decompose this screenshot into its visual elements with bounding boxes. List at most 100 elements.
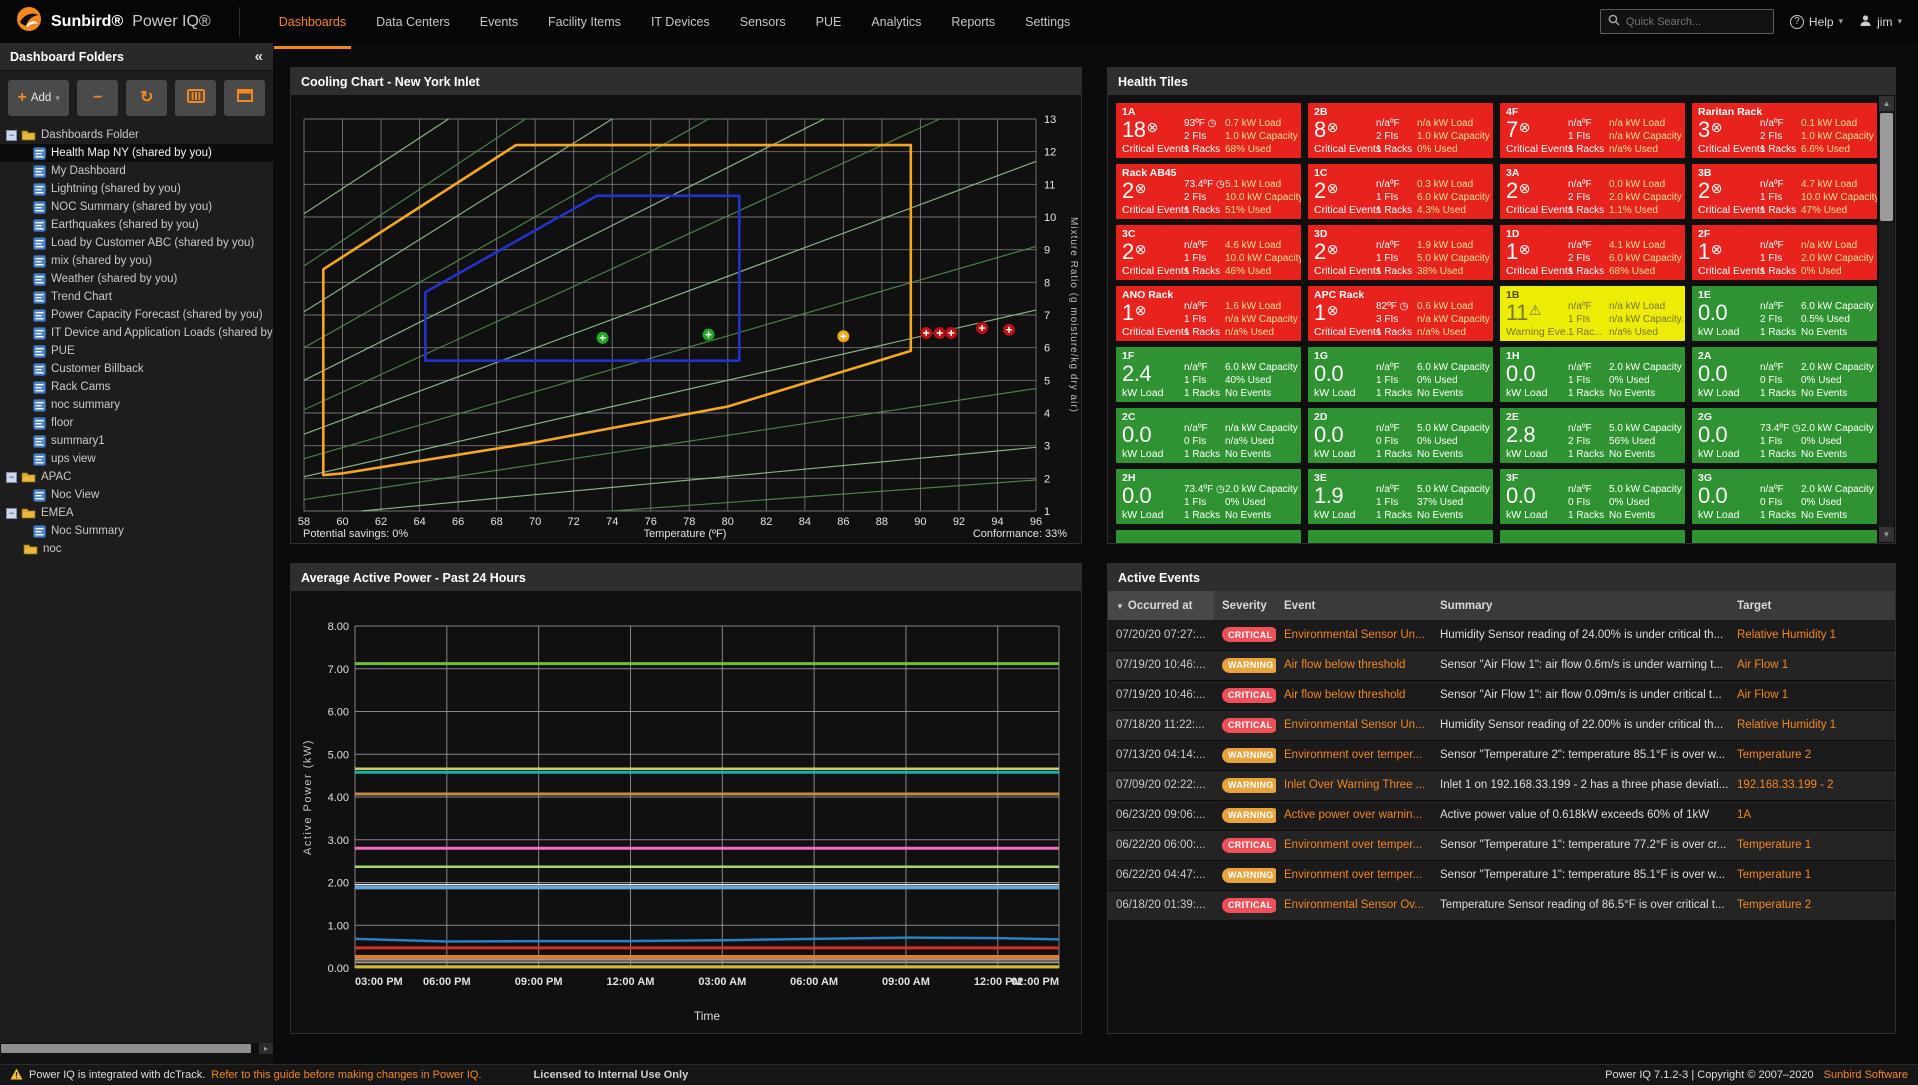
event-target-link[interactable]: 192.168.33.199 - 2 (1729, 770, 1895, 801)
power-series-line[interactable] (354, 936, 1060, 943)
events-column-severity[interactable]: Severity (1214, 591, 1276, 620)
health-tile-2h[interactable]: 2H 0.0 kW Load 73.4ºF ◷ 1 FIs 1 Racks 2.0 kW C… (1116, 469, 1301, 524)
health-tile-1c[interactable]: 1C 2⊗ Critical Events n/aºF 1 FIs 1 Racks 0.3 … (1308, 164, 1493, 219)
event-row[interactable]: 06/18/20 01:39:... CRITICAL Environmental … (1108, 890, 1895, 921)
health-tile[interactable] (1692, 530, 1877, 543)
event-name-link[interactable]: Air flow below threshold (1276, 680, 1432, 711)
tree-item-summary1[interactable]: summary1 (0, 432, 273, 450)
health-tile-3f[interactable]: 3F 0.0 kW Load n/aºF 0 FIs 1 Racks 5.0 kW Capa… (1500, 469, 1685, 524)
event-row[interactable]: 07/19/20 10:46:... WARNING Air flow below … (1108, 650, 1895, 681)
nav-item-sensors[interactable]: Sensors (739, 14, 786, 29)
health-tile-3b[interactable]: 3B 2⊗ Critical Events n/aºF 1 FIs 1 Racks 4.7 … (1692, 164, 1877, 219)
health-tile-1h[interactable]: 1H 0.0 kW Load n/aºF 1 FIs 1 Racks 2.0 kW Capa… (1500, 347, 1685, 402)
help-menu[interactable]: ? Help ▾ (1789, 14, 1843, 29)
sidebar-horizontal-scrollbar[interactable]: ▸ (0, 1043, 273, 1054)
tree-item-noc-view[interactable]: Noc View (0, 486, 273, 504)
footer-brand-link[interactable]: Sunbird Software (1823, 1069, 1908, 1081)
search-input[interactable] (1625, 15, 1766, 28)
tree-item-my-dashboard[interactable]: My Dashboard (0, 162, 273, 180)
nav-item-data-centers[interactable]: Data Centers (376, 14, 450, 29)
footer-guide-link[interactable]: Refer to this guide before making change… (211, 1069, 482, 1081)
event-target-link[interactable]: Temperature 2 (1729, 890, 1895, 921)
slideshow-button[interactable] (175, 80, 217, 116)
sensor-point-critical[interactable] (919, 326, 933, 340)
health-tile-1e[interactable]: 1E 0.0 kW Load n/aºF 2 FIs 1 Racks 6.0 kW Capa… (1692, 286, 1877, 341)
health-tile-ano-rack[interactable]: ANO Rack 1⊗ Critical Events n/aºF 1 FIs 1 Rac… (1116, 286, 1301, 341)
nav-item-it-devices[interactable]: IT Devices (650, 14, 710, 29)
remove-button[interactable]: − (77, 80, 119, 116)
sensor-point-critical[interactable] (932, 326, 947, 340)
nav-item-facility-items[interactable]: Facility Items (548, 14, 621, 29)
event-name-link[interactable]: Air flow below threshold (1276, 650, 1432, 681)
health-tile-3c[interactable]: 3C 2⊗ Critical Events n/aºF 1 FIs 1 Racks 4.6 … (1116, 225, 1301, 280)
tree-item-weather-shared-by-you-[interactable]: Weather (shared by you) (0, 270, 273, 288)
tiles-vertical-scrollbar[interactable]: ▲ ▼ (1879, 96, 1894, 542)
tree-item-earthquakes-shared-by-you-[interactable]: Earthquakes (shared by you) (0, 216, 273, 234)
tree-item-dashboards-folder[interactable]: − Dashboards Folder (0, 126, 273, 144)
event-row[interactable]: 07/19/20 10:46:... CRITICAL Air flow below… (1108, 680, 1895, 711)
health-tile-1a[interactable]: 1A 18⊗ Critical Events 93ºF ◷ 2 FIs 1 Racks 0.… (1116, 103, 1301, 158)
tree-item-it-device-and-application-loads-shared-by-you-[interactable]: IT Device and Application Loads (shared … (0, 324, 273, 342)
nav-item-dashboards[interactable]: Dashboards (264, 0, 361, 49)
tree-item-ups-view[interactable]: ups view (0, 450, 273, 468)
event-name-link[interactable]: Environmental Sensor Un... (1276, 710, 1432, 741)
add-button[interactable]: + Add ▾ (8, 80, 70, 116)
event-target-link[interactable]: Air Flow 1 (1729, 680, 1895, 711)
event-target-link[interactable]: Temperature 2 (1729, 740, 1895, 771)
event-name-link[interactable]: Active power over warnin... (1276, 800, 1432, 831)
scroll-right-button[interactable]: ▸ (259, 1043, 273, 1054)
tree-item-lightning-shared-by-you-[interactable]: Lightning (shared by you) (0, 180, 273, 198)
event-target-link[interactable]: Relative Humidity 1 (1729, 710, 1895, 741)
tree-item-noc-summary[interactable]: Noc Summary (0, 522, 273, 540)
event-target-link[interactable]: 1A (1729, 800, 1895, 831)
event-name-link[interactable]: Inlet Over Warning Three ... (1276, 770, 1432, 801)
health-tile-2e[interactable]: 2E 2.8 kW Load n/aºF 2 FIs 1 Racks 5.0 kW Capa… (1500, 408, 1685, 463)
tree-item-customer-billback[interactable]: Customer Billback (0, 360, 273, 378)
nav-item-reports[interactable]: Reports (951, 14, 996, 29)
health-tile-2b[interactable]: 2B 8⊗ Critical Events n/aºF 2 FIs 1 Racks n/a … (1308, 103, 1493, 158)
event-row[interactable]: 06/22/20 06:00:... CRITICAL Environment ov… (1108, 830, 1895, 861)
events-column-occurred-at[interactable]: ▼ Occurred at (1108, 591, 1214, 620)
tree-item-pue[interactable]: PUE (0, 342, 273, 360)
tree-item-rack-cams[interactable]: Rack Cams (0, 378, 273, 396)
health-tile-1f[interactable]: 1F 2.4 kW Load n/aºF 1 FIs 1 Racks 6.0 kW Capa… (1116, 347, 1301, 402)
events-column-event[interactable]: Event (1276, 591, 1432, 620)
event-row[interactable]: 06/22/20 04:47:... WARNING Environment ove… (1108, 860, 1895, 891)
health-tile-2f[interactable]: 2F 1⊗ Critical Events n/aºF 1 FIs 1 Racks n/a … (1692, 225, 1877, 280)
refresh-button[interactable]: ↻ (126, 80, 168, 116)
event-name-link[interactable]: Environmental Sensor Ov... (1276, 890, 1432, 921)
health-tile-rack-ab45[interactable]: Rack AB45 2⊗ Critical Events 73.4ºF ◷ 2 FIs 1… (1116, 164, 1301, 219)
user-menu[interactable]: jim ▾ (1859, 14, 1902, 30)
health-tile[interactable] (1116, 530, 1301, 543)
nav-item-settings[interactable]: Settings (1025, 14, 1071, 29)
sensor-point-critical[interactable] (944, 326, 958, 340)
event-row[interactable]: 07/18/20 11:22:... CRITICAL Environmental … (1108, 710, 1895, 741)
event-name-link[interactable]: Environment over temper... (1276, 830, 1432, 861)
event-row[interactable]: 06/23/20 09:06:... WARNING Active power ov… (1108, 800, 1895, 831)
tree-item-emea[interactable]: − EMEA (0, 504, 273, 522)
sensor-point-good[interactable] (595, 331, 610, 345)
events-column-target[interactable]: Target (1729, 591, 1895, 620)
tree-item-floor[interactable]: floor (0, 414, 273, 432)
health-tile-apc-rack[interactable]: APC Rack 1⊗ Critical Events 82ºF ◷ 3 FIs 1 Ra… (1308, 286, 1493, 341)
scrollbar-thumb[interactable] (1880, 113, 1893, 221)
sensor-point-warning[interactable] (836, 329, 851, 343)
sensor-point-critical[interactable] (1002, 323, 1016, 337)
collapse-expander-icon[interactable]: − (6, 507, 17, 519)
tree-item-noc-summary[interactable]: noc summary (0, 396, 273, 414)
nav-item-pue[interactable]: PUE (815, 14, 842, 29)
event-name-link[interactable]: Environment over temper... (1276, 860, 1432, 891)
quick-search[interactable] (1599, 9, 1774, 34)
health-tile-2d[interactable]: 2D 0.0 kW Load n/aºF 0 FIs 1 Racks 5.0 kW Capa… (1308, 408, 1493, 463)
event-row[interactable]: 07/20/20 07:27:... CRITICAL Environmental … (1108, 620, 1895, 651)
event-target-link[interactable]: Temperature 1 (1729, 860, 1895, 891)
collapse-expander-icon[interactable]: − (6, 471, 17, 483)
sensor-point-critical[interactable] (975, 321, 989, 335)
tree-item-mix-shared-by-you-[interactable]: mix (shared by you) (0, 252, 273, 270)
health-tile-2c[interactable]: 2C 0.0 kW Load n/aºF 0 FIs 1 Racks n/a kW Capa… (1116, 408, 1301, 463)
health-tile-2g[interactable]: 2G 0.0 kW Load 73.4ºF ◷ 1 FIs 1 Racks 2.0 kW C… (1692, 408, 1877, 463)
window-button[interactable] (224, 80, 265, 116)
health-tile-1b[interactable]: 1B 11⚠ Warning Eve... n/aºF 1 FIs 1 Rac... n/a… (1500, 286, 1685, 341)
tree-item-noc-summary-shared-by-you-[interactable]: NOC Summary (shared by you) (0, 198, 273, 216)
event-target-link[interactable]: Air Flow 1 (1729, 650, 1895, 681)
